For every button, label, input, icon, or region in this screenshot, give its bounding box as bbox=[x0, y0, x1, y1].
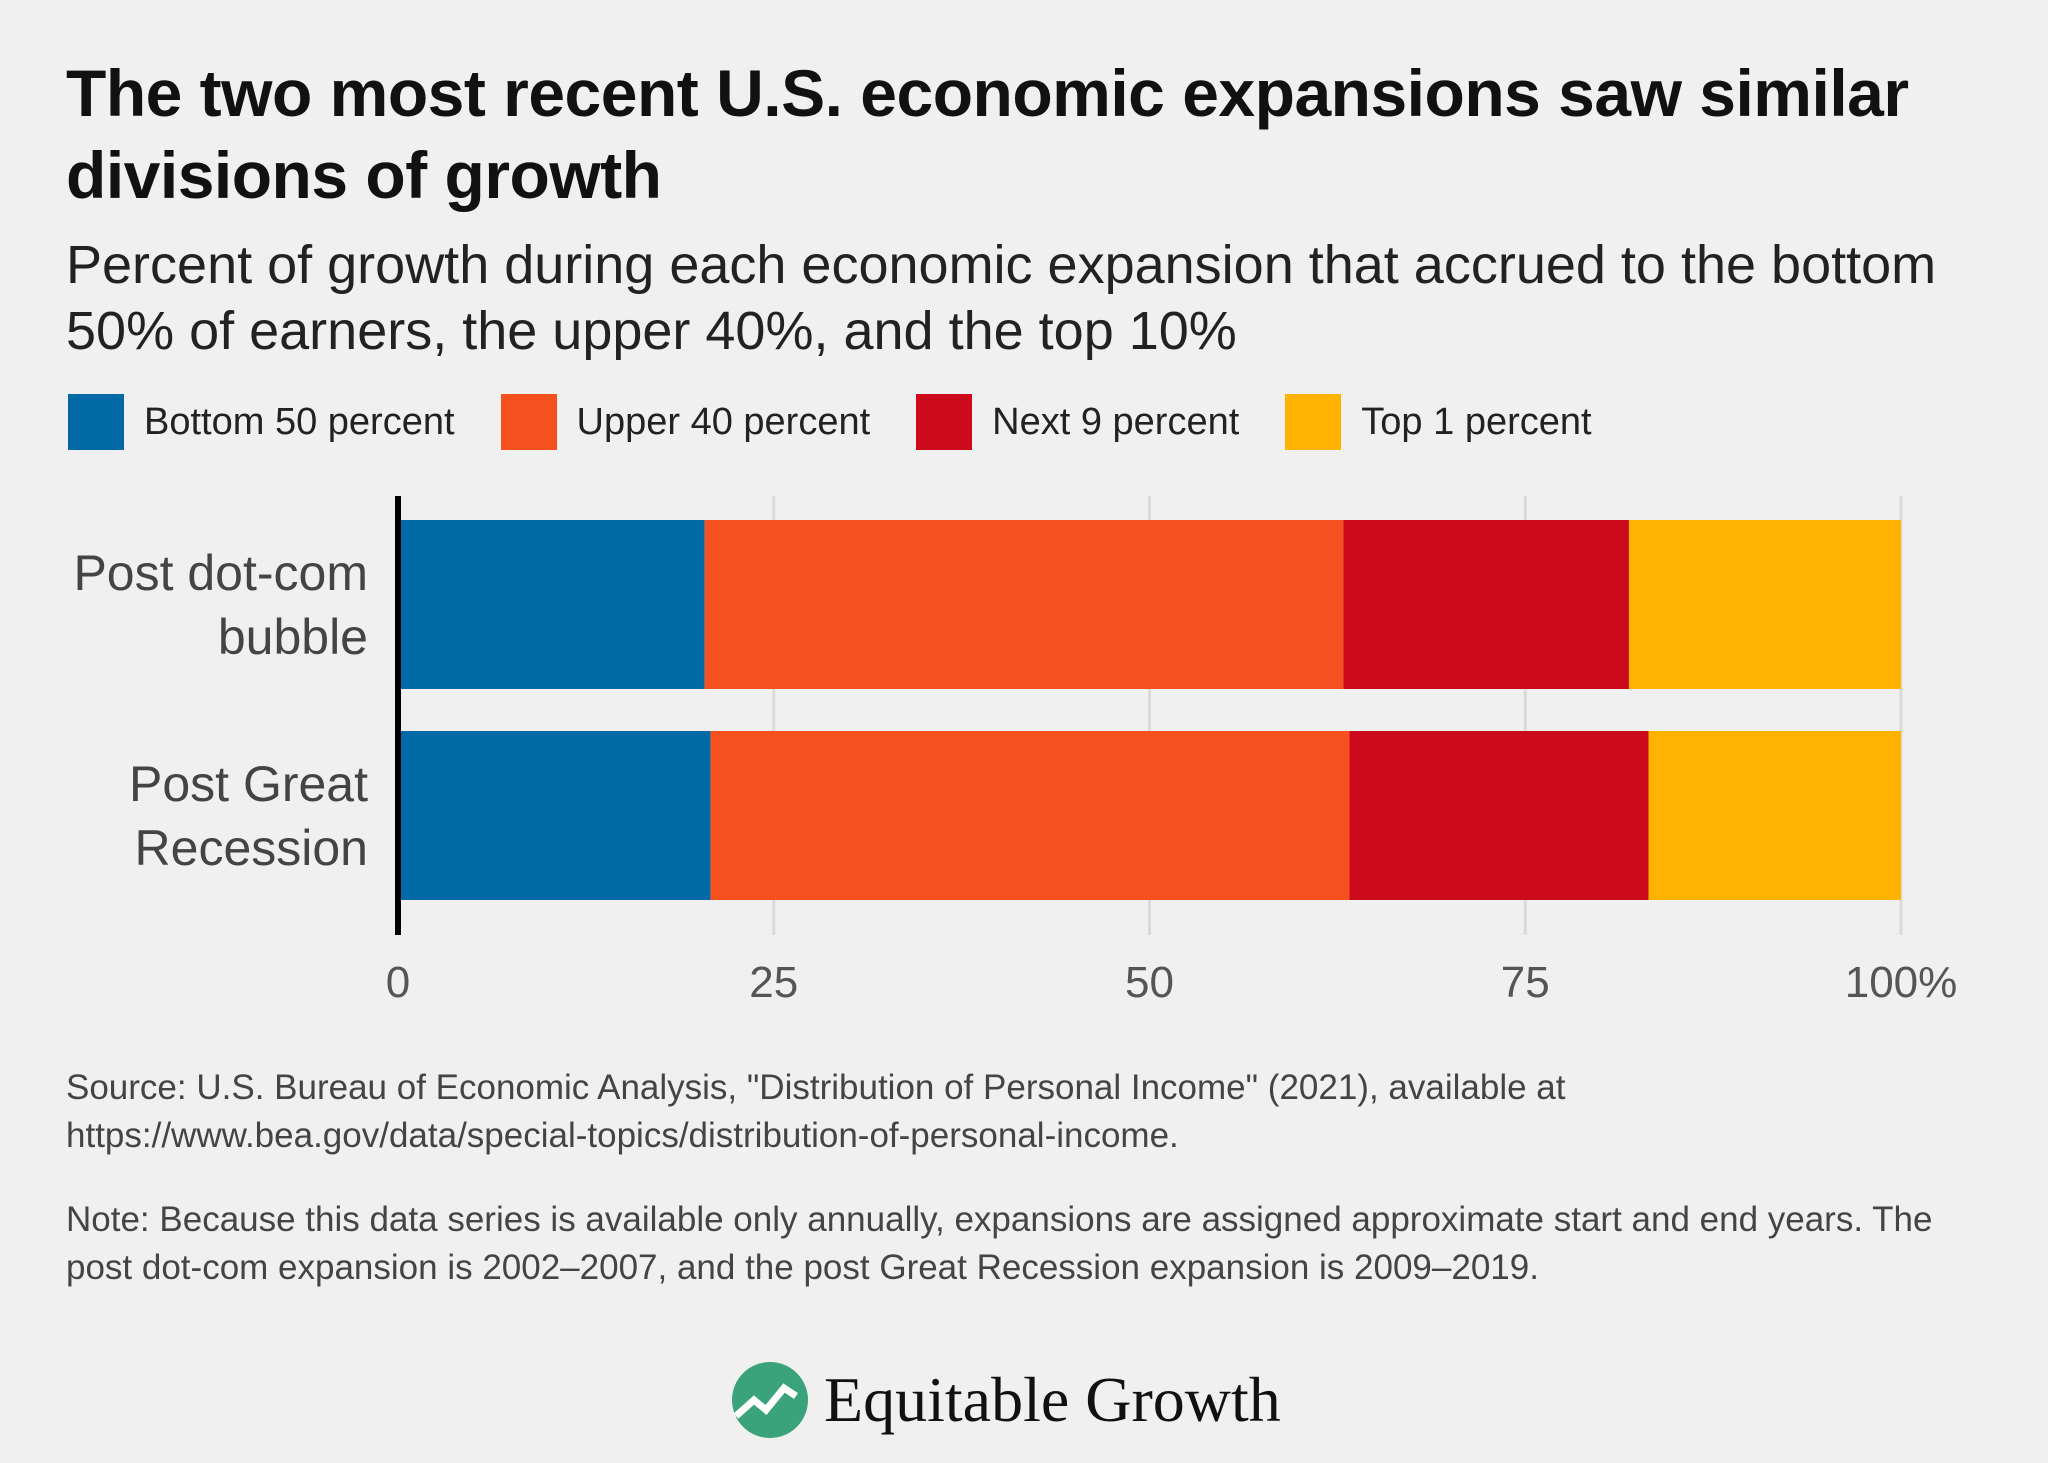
x-tick-label: 25 bbox=[749, 958, 798, 1007]
legend-label: Next 9 percent bbox=[992, 400, 1240, 443]
footnote: Note: Because this data series is availa… bbox=[66, 1200, 1933, 1287]
bar-segment bbox=[710, 731, 1350, 900]
legend-swatch bbox=[500, 394, 557, 450]
category-label: Recession bbox=[135, 820, 368, 876]
bar-segment bbox=[1343, 520, 1629, 689]
legend-item: Next 9 percent bbox=[916, 394, 1239, 450]
category-label: bubble bbox=[218, 609, 368, 665]
x-tick-label: 100% bbox=[1845, 958, 1958, 1007]
legend-swatch bbox=[916, 394, 973, 450]
legend-swatch bbox=[68, 394, 124, 450]
logo-text: Equitable Growth bbox=[824, 1364, 1281, 1435]
logo-icon bbox=[732, 1362, 808, 1438]
x-tick-label: 75 bbox=[1501, 958, 1550, 1007]
bar-segment bbox=[704, 520, 1344, 689]
category-label: Post Great bbox=[129, 756, 368, 812]
category-label: Post dot-com bbox=[73, 545, 368, 601]
legend-swatch bbox=[1285, 394, 1342, 450]
legend-label: Bottom 50 percent bbox=[144, 400, 455, 443]
logo: Equitable Growth bbox=[730, 1360, 1281, 1440]
legend-item: Bottom 50 percent bbox=[68, 394, 455, 450]
chart-title: The two most recent U.S. economic expans… bbox=[66, 56, 1909, 212]
bar-segment bbox=[1349, 731, 1649, 900]
bar-segment bbox=[1628, 520, 1901, 689]
legend-item: Top 1 percent bbox=[1285, 394, 1592, 450]
legend-item: Upper 40 percent bbox=[500, 394, 871, 450]
x-tick-label: 50 bbox=[1125, 958, 1174, 1007]
bar-segment bbox=[398, 731, 711, 900]
source-note: Source: U.S. Bureau of Economic Analysis… bbox=[66, 1068, 1566, 1155]
legend-label: Upper 40 percent bbox=[576, 400, 871, 443]
legend: Bottom 50 percent Upper 40 percent Next 9 … bbox=[68, 394, 1638, 450]
x-tick-label: 0 bbox=[386, 958, 410, 1007]
bar-segment bbox=[1648, 731, 1901, 900]
legend-label: Top 1 percent bbox=[1361, 400, 1592, 443]
bar-segment bbox=[398, 520, 705, 689]
chart-subtitle: Percent of growth during each economic e… bbox=[66, 235, 1937, 361]
